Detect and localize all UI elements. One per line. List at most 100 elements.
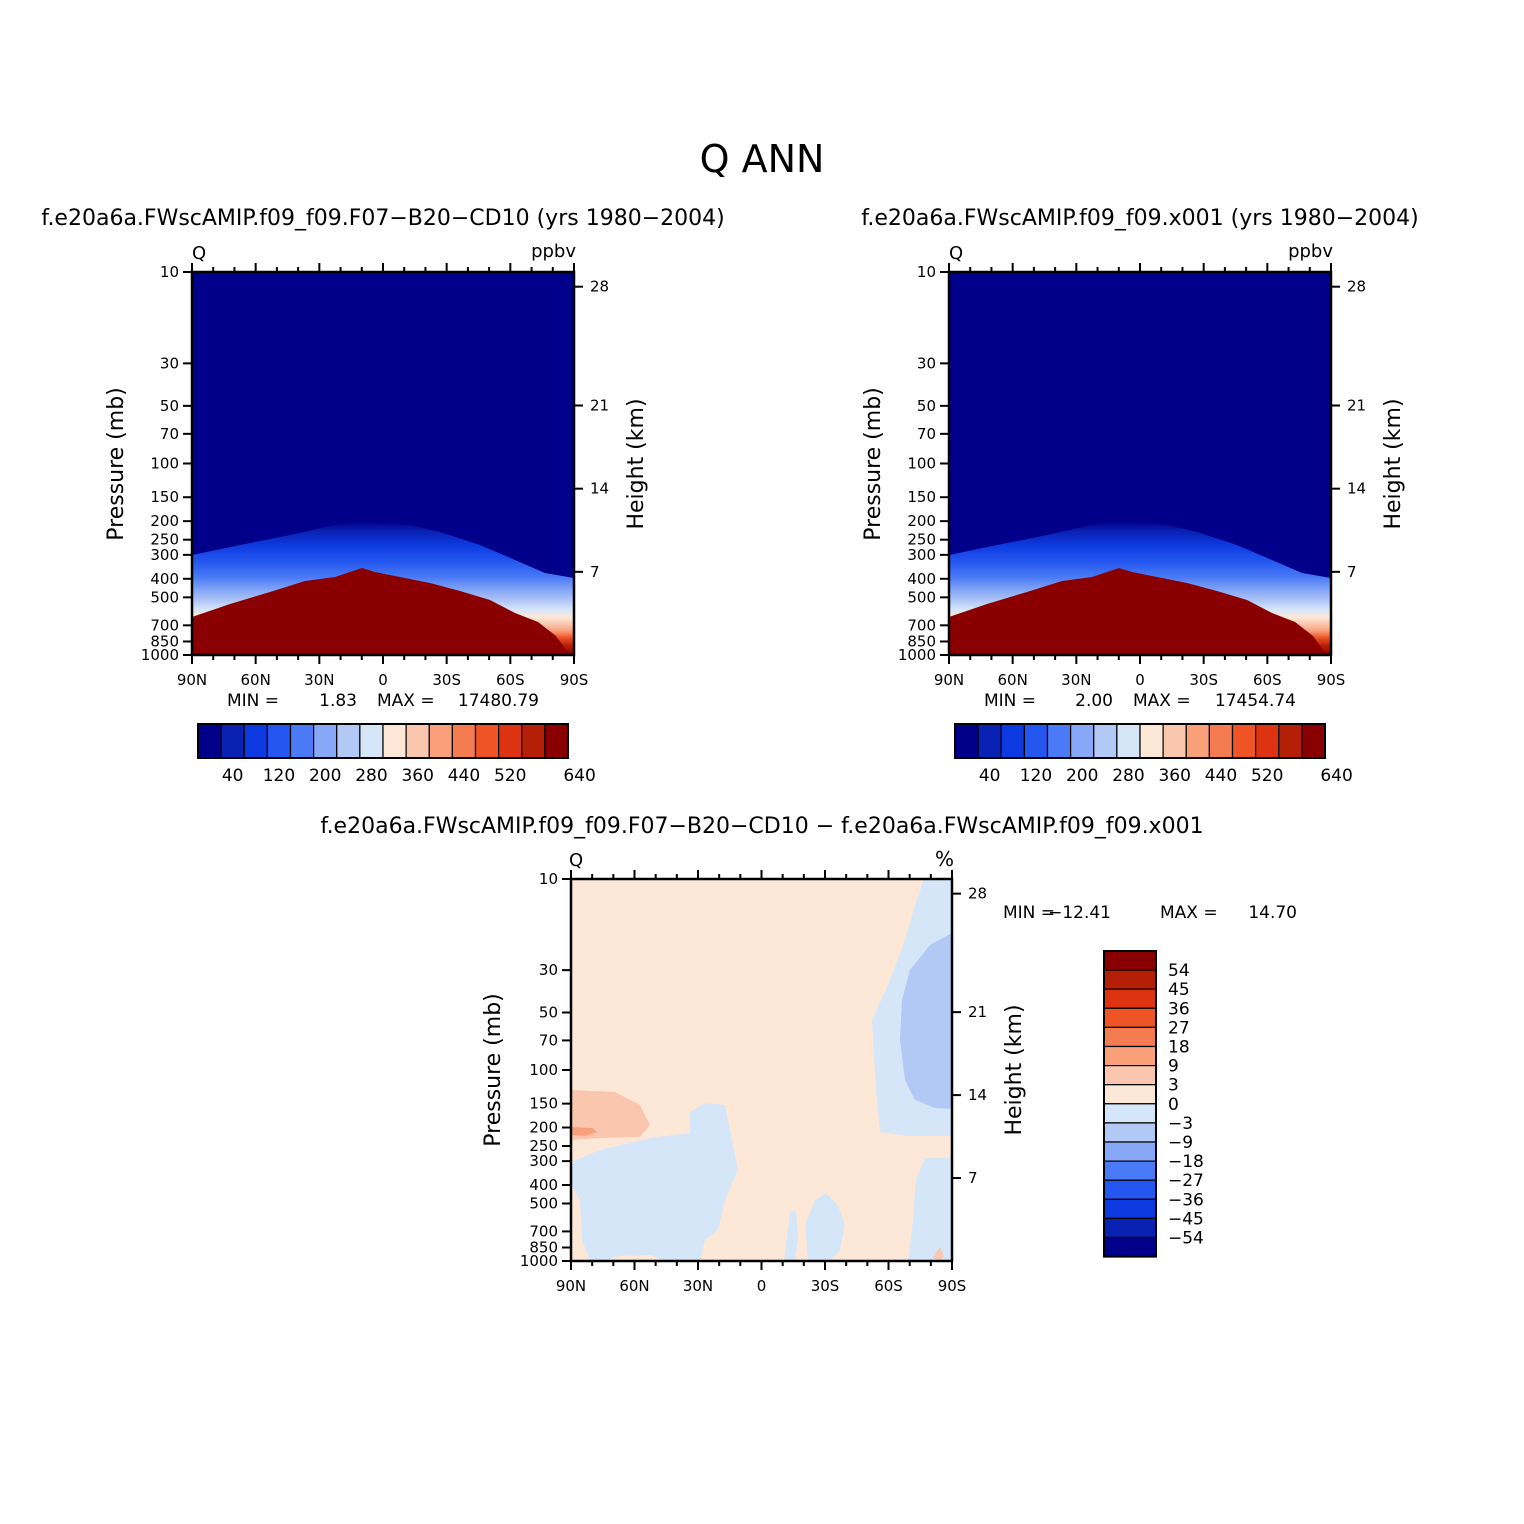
y-tick-label: 100 [907, 455, 936, 473]
colorbar-label: 280 [1112, 766, 1144, 786]
diff-title: f.e20a6a.FWscAMIP.f09_f09.F07−B20−CD10 −… [320, 814, 1203, 839]
panel-1-title: f.e20a6a.FWscAMIP.f09_f09.F07−B20−CD10 (… [41, 206, 724, 231]
y-tick-label: 400 [529, 1176, 558, 1194]
colorbar-swatch [521, 723, 546, 759]
y-right-tick-label: 14 [1347, 480, 1366, 498]
panel-3-max-value: 14.70 [1248, 903, 1297, 923]
colorbar-swatch [266, 723, 292, 759]
y-tick-label: 50 [917, 397, 936, 415]
panel-2-contour-field [949, 272, 1331, 655]
colorbar-label: −36 [1168, 1190, 1204, 1210]
colorbar-swatch [1231, 723, 1257, 759]
y-tick-label: 150 [150, 488, 179, 506]
colorbar-swatch [1103, 1064, 1157, 1086]
colorbar-swatch [336, 723, 361, 759]
colorbar-swatch [1301, 723, 1326, 759]
y-tick-label: 10 [917, 263, 936, 281]
panel-1-contour-field [192, 272, 574, 655]
colorbar-label: 54 [1168, 961, 1190, 981]
colorbar-label: −18 [1168, 1152, 1204, 1172]
panel-2-right-string: ppbv [1288, 241, 1333, 262]
y-right-tick-label: 28 [1347, 278, 1366, 296]
y-tick-label: 400 [150, 570, 179, 588]
colorbar-label: 27 [1168, 1018, 1190, 1038]
colorbar-swatch [1139, 723, 1164, 759]
panel-1-min-label: MIN = [227, 691, 279, 711]
colorbar-swatch [405, 723, 430, 759]
figure-title: Q ANN [700, 137, 825, 181]
colorbar-swatch [313, 723, 338, 759]
panel-3-ylabel-right: Height (km) [1002, 1004, 1027, 1135]
x-tick-label: 60N [619, 1277, 649, 1295]
colorbar-swatch [1162, 723, 1187, 759]
x-tick-label: 30S [811, 1277, 840, 1295]
colorbar-swatch [359, 723, 384, 759]
y-tick-label: 50 [160, 397, 179, 415]
panel-2-ylabel-right: Height (km) [1381, 398, 1406, 529]
colorbar-label: 45 [1168, 980, 1190, 1000]
colorbar-swatch [1103, 1236, 1157, 1258]
colorbar-label: 280 [355, 766, 387, 786]
y-right-tick-label: 21 [1347, 396, 1366, 414]
y-tick-label: 700 [907, 616, 936, 634]
colorbar-label: −54 [1168, 1229, 1204, 1249]
panel-1-left-string: Q [192, 243, 206, 264]
diff-negative-blob-15s [784, 1210, 798, 1261]
y-right-tick-label: 21 [968, 1003, 987, 1021]
x-tick-label: 90S [560, 671, 589, 689]
y-tick-label: 850 [907, 632, 936, 650]
y-tick-label: 500 [150, 588, 179, 606]
x-tick-label: 90N [177, 671, 207, 689]
y-tick-label: 70 [160, 425, 179, 443]
colorbar-swatch [1103, 1160, 1157, 1181]
panel-3-left-string: Q [569, 850, 583, 871]
diff-positive-patch-3-to-9 [571, 1090, 650, 1140]
y-right-tick-label: 7 [1347, 563, 1357, 581]
colorbar-swatch [220, 723, 245, 759]
colorbar-label: 3 [1168, 1076, 1179, 1096]
y-tick-label: 50 [539, 1004, 558, 1022]
colorbar-label: 40 [222, 766, 244, 786]
x-tick-label: 30N [304, 671, 334, 689]
colorbar-label: 440 [1205, 766, 1237, 786]
y-tick-label: 150 [529, 1095, 558, 1113]
colorbar-swatch [1185, 723, 1210, 759]
colorbar-swatch [289, 723, 315, 759]
colorbar-swatch [1070, 723, 1095, 759]
colorbar-frame [954, 723, 1326, 759]
panel-1-max-value: 17480.79 [458, 691, 539, 711]
y-right-tick-label: 14 [968, 1086, 987, 1104]
colorbar-label: −3 [1168, 1114, 1193, 1134]
colorbar-label: 360 [401, 766, 433, 786]
y-tick-label: 200 [529, 1118, 558, 1136]
y-tick-label: 100 [529, 1061, 558, 1079]
colorbar-label: −27 [1168, 1171, 1204, 1191]
colorbar-1: 40 120 200 280 360 440 520 640 [197, 723, 596, 786]
panel-1-ylabel: Pressure (mb) [104, 387, 129, 541]
colorbar-label: 40 [979, 766, 1001, 786]
panel-3: f.e20a6a.FWscAMIP.f09_f09.F07−B20−CD10 −… [320, 814, 1297, 1270]
y-tick-label: 1000 [520, 1252, 558, 1270]
x-tick-label: 0 [757, 1277, 767, 1295]
panel-1-max-label: MAX = [377, 691, 435, 711]
panel-2-max-label: MAX = [1133, 691, 1191, 711]
y-tick-label: 70 [917, 425, 936, 443]
y-tick-label: 10 [160, 263, 179, 281]
colorbar-swatch [1093, 723, 1118, 759]
diff-negative-area-tropics [571, 1103, 738, 1261]
colorbar-swatch [1103, 1045, 1157, 1067]
colorbar-label: 120 [1020, 766, 1052, 786]
y-tick-label: 300 [907, 546, 936, 564]
colorbar-frame [1103, 950, 1157, 1258]
x-tick-label: 90S [938, 1277, 967, 1295]
colorbar-label: 440 [448, 766, 480, 786]
y-tick-label: 250 [150, 531, 179, 549]
panel-2-title: f.e20a6a.FWscAMIP.f09_f09.x001 (yrs 1980… [861, 206, 1419, 231]
y-tick-label: 400 [907, 570, 936, 588]
panel-1: f.e20a6a.FWscAMIP.f09_f09.F07−B20−CD10 (… [41, 206, 724, 711]
colorbar-label: 200 [309, 766, 341, 786]
colorbar-swatch [1103, 1198, 1157, 1220]
colorbar-swatch [1103, 1007, 1157, 1028]
